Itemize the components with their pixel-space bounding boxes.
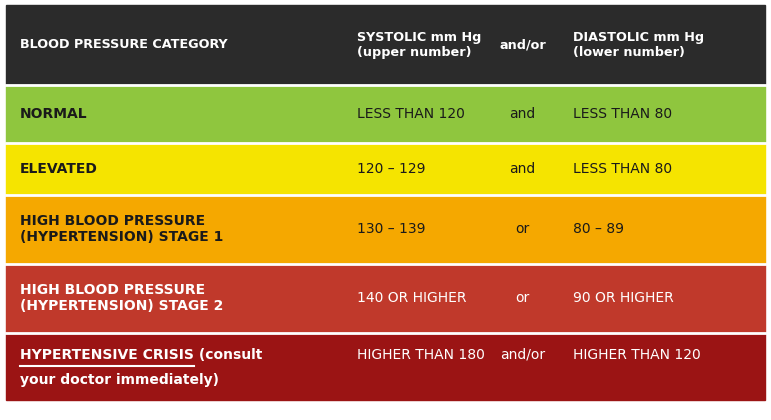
Text: and/or: and/or	[500, 38, 546, 51]
Text: and: and	[510, 107, 536, 121]
Bar	[6, 85, 765, 143]
Text: HIGHER THAN 120: HIGHER THAN 120	[573, 348, 701, 362]
Text: your doctor immediately): your doctor immediately)	[20, 373, 219, 387]
Text: 140 OR HIGHER: 140 OR HIGHER	[357, 291, 466, 305]
Bar	[6, 194, 765, 264]
Bar	[6, 333, 765, 400]
Text: LESS THAN 80: LESS THAN 80	[573, 162, 672, 176]
Text: BLOOD PRESSURE CATEGORY: BLOOD PRESSURE CATEGORY	[20, 38, 227, 51]
Text: 80 – 89: 80 – 89	[573, 222, 624, 236]
Bar	[6, 5, 765, 85]
Text: HIGHER THAN 180: HIGHER THAN 180	[357, 348, 485, 362]
Text: HIGH BLOOD PRESSURE
(HYPERTENSION) STAGE 2: HIGH BLOOD PRESSURE (HYPERTENSION) STAGE…	[20, 283, 224, 313]
Text: and/or: and/or	[500, 348, 545, 362]
Text: (consult: (consult	[194, 348, 262, 362]
Bar	[6, 264, 765, 333]
Bar	[6, 143, 765, 194]
Text: DIASTOLIC mm Hg
(lower number): DIASTOLIC mm Hg (lower number)	[573, 31, 704, 59]
Text: 130 – 139: 130 – 139	[357, 222, 426, 236]
Text: NORMAL: NORMAL	[20, 107, 88, 121]
Text: LESS THAN 80: LESS THAN 80	[573, 107, 672, 121]
Text: 90 OR HIGHER: 90 OR HIGHER	[573, 291, 674, 305]
Text: or: or	[516, 291, 530, 305]
Text: SYSTOLIC mm Hg
(upper number): SYSTOLIC mm Hg (upper number)	[357, 31, 481, 59]
Text: HYPERTENSIVE CRISIS: HYPERTENSIVE CRISIS	[20, 348, 194, 362]
Text: and: and	[510, 162, 536, 176]
Text: ELEVATED: ELEVATED	[20, 162, 98, 176]
Text: or: or	[516, 222, 530, 236]
Text: 120 – 129: 120 – 129	[357, 162, 426, 176]
Text: HIGH BLOOD PRESSURE
(HYPERTENSION) STAGE 1: HIGH BLOOD PRESSURE (HYPERTENSION) STAGE…	[20, 214, 224, 244]
Text: LESS THAN 120: LESS THAN 120	[357, 107, 465, 121]
